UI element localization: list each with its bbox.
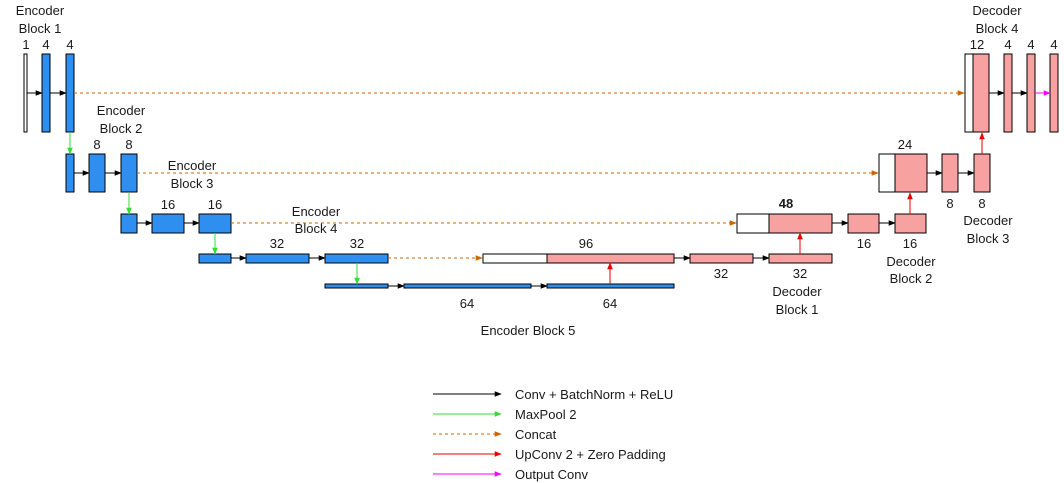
feature-map — [151, 213, 185, 234]
feature-map — [1003, 53, 1013, 133]
channel-label: 12 — [970, 37, 984, 52]
encoder-block-3-label-2: Block 3 — [171, 176, 214, 191]
decoder-block-4: Decoder Block 4 12 4 4 4 — [964, 3, 1059, 133]
encoder-block-3-label: Encoder — [168, 158, 217, 173]
feature-map — [245, 253, 310, 264]
channel-label: 8 — [978, 196, 985, 211]
channel-label: 4 — [1004, 37, 1011, 52]
legend-label: Output Conv — [515, 467, 588, 482]
legend-label: UpConv 2 + Zero Padding — [515, 447, 666, 462]
decoder-block-3: 24 8 8 Decoder Block 3 — [878, 137, 1013, 246]
legend-item-output-conv: Output Conv — [433, 467, 588, 482]
channel-label: 1 — [22, 37, 29, 52]
maxpool-arrows — [67, 133, 360, 285]
feature-map — [546, 283, 675, 289]
channel-label: 16 — [161, 197, 175, 212]
legend-item-maxpool: MaxPool 2 — [433, 407, 576, 422]
concat-skip-map — [482, 253, 548, 264]
decoder-block-2: 48 16 16 Decoder Block 2 — [736, 196, 936, 286]
legend-label: MaxPool 2 — [515, 407, 576, 422]
feature-map — [894, 213, 927, 234]
encoder-block-5-label: Encoder Block 5 — [481, 323, 576, 338]
channel-label: 16 — [208, 197, 222, 212]
feature-map — [23, 53, 28, 133]
feature-map — [324, 283, 389, 289]
legend-label: Concat — [515, 427, 557, 442]
decoder-block-4-label: Decoder — [972, 3, 1022, 18]
concat-skip-map — [736, 213, 770, 234]
encoder-block-4-label-2: Block 4 — [295, 221, 338, 236]
feature-map — [847, 213, 880, 234]
channel-label: 48 — [779, 196, 793, 211]
channel-label: 4 — [1050, 37, 1057, 52]
encoder-block-2-label-2: Block 2 — [100, 121, 143, 136]
concat-skip-map — [878, 153, 896, 193]
decoder-block-2-label-2: Block 2 — [890, 271, 933, 286]
conv-arrows — [27, 90, 1028, 289]
feature-map — [403, 283, 532, 289]
channel-label: 8 — [946, 196, 953, 211]
feature-map — [41, 53, 51, 133]
feature-map — [894, 153, 928, 193]
decoder-block-3-label: Decoder — [963, 213, 1013, 228]
channel-label: 8 — [125, 137, 132, 152]
feature-map — [324, 253, 389, 264]
upconv-arrows — [607, 132, 985, 284]
feature-map — [689, 253, 754, 264]
encoder-block-2-label: Encoder — [97, 103, 146, 118]
legend-label: Conv + BatchNorm + ReLU — [515, 387, 673, 402]
feature-map — [65, 53, 75, 133]
channel-label: 8 — [93, 137, 100, 152]
channel-label: 64 — [603, 296, 617, 311]
channel-label: 24 — [898, 137, 912, 152]
encoder-block-1-label-2: Block 1 — [19, 21, 62, 36]
channel-label: 64 — [460, 296, 474, 311]
feature-map — [768, 253, 833, 264]
channel-label: 96 — [579, 236, 593, 251]
channel-label: 32 — [350, 236, 364, 251]
feature-map — [768, 213, 833, 234]
feature-map — [198, 213, 232, 234]
decoder-block-1: 96 32 32 Decoder Block 1 — [482, 236, 833, 317]
encoder-block-1-label: Encoder — [16, 3, 65, 18]
feature-map — [973, 153, 991, 193]
decoder-block-1-label-2: Block 1 — [776, 302, 819, 317]
encoder-block-4-label: Encoder — [292, 204, 341, 219]
feature-map — [972, 53, 990, 133]
encoder-block-1: Encoder Block 1 1 4 4 — [16, 3, 75, 133]
feature-map — [546, 253, 675, 264]
feature-map — [120, 213, 138, 234]
channel-label: 16 — [903, 236, 917, 251]
decoder-block-3-label-2: Block 3 — [967, 231, 1010, 246]
feature-map — [120, 153, 138, 193]
legend-item-upconv: UpConv 2 + Zero Padding — [433, 447, 666, 462]
channel-label: 32 — [793, 266, 807, 281]
legend-item-concat: Concat — [433, 427, 557, 442]
decoder-block-1-label: Decoder — [772, 284, 822, 299]
feature-map — [88, 153, 106, 193]
feature-map — [65, 153, 75, 193]
encoder-block-2: Encoder Block 2 8 8 — [65, 103, 146, 193]
channel-label: 4 — [1027, 37, 1034, 52]
channel-label: 16 — [857, 236, 871, 251]
encoder-block-5: 64 64 Encoder Block 5 — [324, 283, 675, 338]
channel-label: 4 — [66, 37, 73, 52]
feature-map — [1026, 53, 1036, 133]
feature-map — [198, 253, 232, 264]
channel-label: 4 — [42, 37, 49, 52]
concat-arrows — [74, 90, 965, 261]
decoder-block-4-label-2: Block 4 — [976, 21, 1019, 36]
channel-label: 32 — [270, 236, 284, 251]
channel-label: 32 — [714, 266, 728, 281]
concat-skip-map — [964, 53, 974, 133]
legend: Conv + BatchNorm + ReLU MaxPool 2 Concat… — [433, 387, 673, 482]
output-map — [1049, 53, 1059, 133]
legend-item-conv: Conv + BatchNorm + ReLU — [433, 387, 673, 402]
decoder-block-2-label: Decoder — [886, 254, 936, 269]
feature-map — [941, 153, 959, 193]
